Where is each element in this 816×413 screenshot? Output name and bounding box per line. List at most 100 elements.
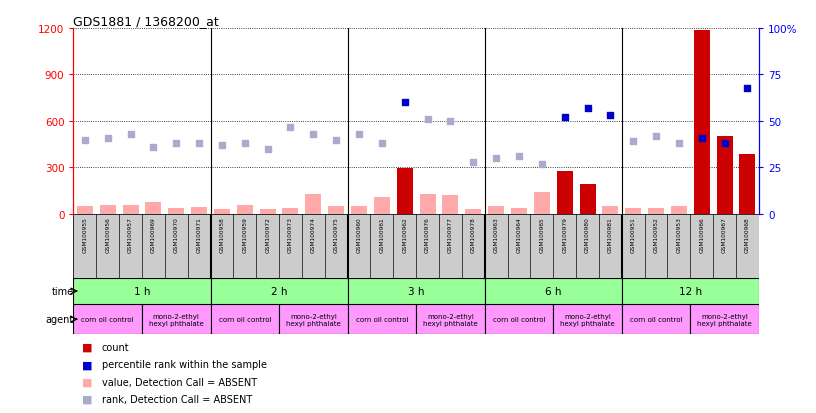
Bar (348, 304, 416, 335)
Text: mono-2-ethyl
hexyl phthalate: mono-2-ethyl hexyl phthalate (149, 313, 204, 326)
Text: GSM100964: GSM100964 (517, 216, 521, 252)
Bar (142, 214, 165, 278)
Text: GSM100980: GSM100980 (585, 216, 590, 252)
Text: GSM100965: GSM100965 (539, 216, 544, 252)
Bar (485, 304, 553, 335)
Bar (690, 214, 713, 278)
Bar (374, 197, 390, 214)
Text: mono-2-ethyl
hexyl phthalate: mono-2-ethyl hexyl phthalate (697, 313, 752, 326)
Bar (622, 278, 759, 304)
Text: 6 h: 6 h (545, 286, 561, 296)
Text: ■: ■ (82, 377, 92, 387)
Bar (579, 184, 596, 214)
Text: 3 h: 3 h (408, 286, 424, 296)
Text: corn oil control: corn oil control (493, 316, 545, 323)
Bar (485, 214, 508, 278)
Bar (165, 214, 188, 278)
Bar (625, 208, 641, 214)
Text: GSM100966: GSM100966 (699, 216, 704, 252)
Bar (716, 136, 733, 214)
Bar (553, 304, 622, 335)
Text: GSM100960: GSM100960 (357, 216, 361, 252)
Point (490, 156, 503, 162)
Bar (328, 207, 344, 214)
Text: value, Detection Call = ABSENT: value, Detection Call = ABSENT (102, 377, 257, 387)
Point (78, 137, 91, 144)
Point (421, 116, 434, 123)
Bar (259, 209, 276, 214)
Bar (351, 207, 367, 214)
Bar (736, 214, 759, 278)
Bar (122, 206, 139, 214)
Text: GSM100955: GSM100955 (82, 216, 87, 252)
Bar (119, 214, 142, 278)
Bar (442, 195, 459, 214)
Point (124, 131, 137, 138)
Bar (305, 195, 322, 214)
Point (307, 131, 320, 138)
Bar (511, 208, 527, 214)
Text: GSM100978: GSM100978 (471, 216, 476, 252)
Text: mono-2-ethyl
hexyl phthalate: mono-2-ethyl hexyl phthalate (423, 313, 478, 326)
Text: time: time (51, 286, 73, 296)
Point (238, 141, 251, 147)
Text: GSM100969: GSM100969 (151, 216, 156, 252)
Text: ■: ■ (82, 394, 92, 404)
Text: 1 h: 1 h (134, 286, 150, 296)
Bar (237, 206, 253, 214)
Bar (233, 214, 256, 278)
Text: GSM100977: GSM100977 (448, 216, 453, 252)
Point (284, 124, 297, 131)
Bar (534, 192, 550, 214)
Text: agent: agent (45, 314, 73, 325)
Point (718, 141, 731, 147)
Point (375, 141, 388, 147)
Bar (645, 214, 667, 278)
Bar (488, 207, 504, 214)
Text: GSM100958: GSM100958 (220, 216, 224, 252)
Bar (211, 304, 279, 335)
Point (672, 141, 685, 147)
Bar (191, 207, 207, 214)
Bar (282, 208, 299, 214)
Bar (348, 214, 370, 278)
Bar (279, 304, 348, 335)
Bar (739, 154, 756, 214)
Text: GSM100979: GSM100979 (562, 216, 567, 252)
Text: GSM100971: GSM100971 (197, 216, 202, 252)
Text: GSM100981: GSM100981 (608, 216, 613, 252)
Bar (530, 214, 553, 278)
Bar (416, 214, 439, 278)
Bar (465, 209, 481, 214)
Bar (145, 202, 162, 214)
Bar (576, 214, 599, 278)
Point (467, 159, 480, 166)
Bar (508, 214, 530, 278)
Bar (713, 214, 736, 278)
Text: mono-2-ethyl
hexyl phthalate: mono-2-ethyl hexyl phthalate (286, 313, 341, 326)
Point (215, 142, 228, 149)
Bar (485, 278, 622, 304)
Bar (671, 207, 687, 214)
Point (604, 113, 617, 119)
Bar (73, 304, 142, 335)
Text: GSM100974: GSM100974 (311, 216, 316, 252)
Point (101, 135, 114, 142)
Point (581, 105, 594, 112)
Text: 2 h: 2 h (271, 286, 287, 296)
Bar (168, 208, 184, 214)
Bar (302, 214, 325, 278)
Bar (439, 214, 462, 278)
Text: 12 h: 12 h (679, 286, 702, 296)
Point (512, 154, 526, 160)
Text: count: count (102, 342, 130, 352)
Text: GSM100959: GSM100959 (242, 216, 247, 252)
Bar (325, 214, 348, 278)
Bar (694, 31, 710, 214)
Bar (77, 207, 93, 214)
Bar (211, 278, 348, 304)
Bar (211, 214, 233, 278)
Point (535, 161, 548, 168)
Text: GSM100961: GSM100961 (379, 216, 384, 252)
Text: rank, Detection Call = ABSENT: rank, Detection Call = ABSENT (102, 394, 252, 404)
